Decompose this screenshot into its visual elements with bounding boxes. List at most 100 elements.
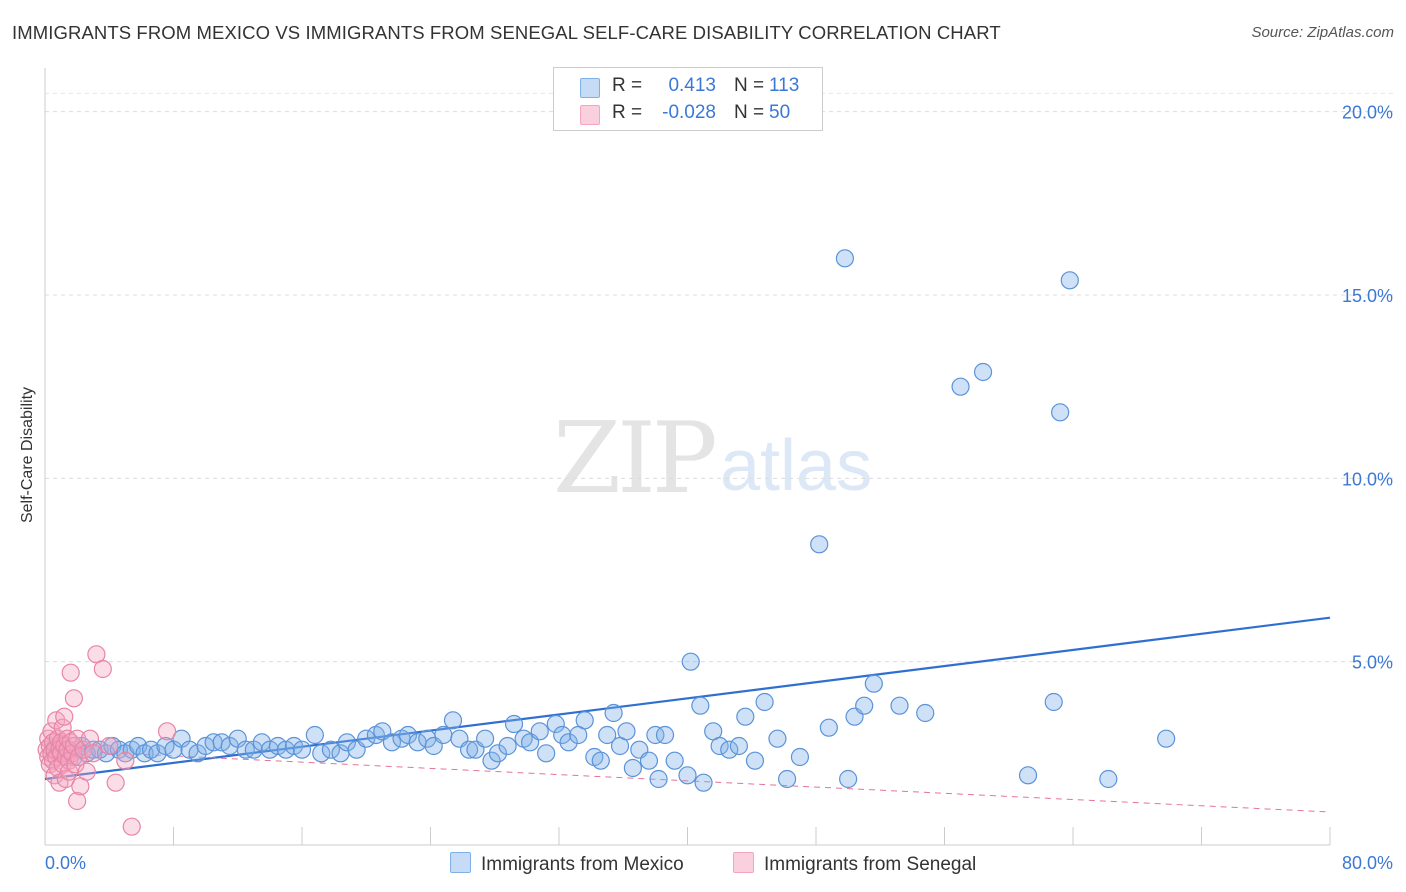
point-mexico bbox=[337, 733, 357, 752]
point-mexico bbox=[357, 729, 376, 748]
point-mexico bbox=[691, 696, 710, 715]
point-mexico bbox=[553, 725, 572, 745]
legend-r-label: R = bbox=[612, 75, 643, 96]
point-senegal bbox=[122, 817, 141, 836]
point-senegal bbox=[100, 736, 119, 756]
point-mexico bbox=[819, 718, 838, 737]
source-credit[interactable]: Source: ZipAtlas.com bbox=[1251, 24, 1394, 41]
series-swatch-mexico bbox=[450, 852, 471, 873]
legend-r-value-mexico: 0.413 bbox=[668, 75, 716, 96]
point-senegal bbox=[68, 729, 87, 748]
point-mexico bbox=[292, 740, 312, 759]
chart-title: IMMIGRANTS FROM MEXICO VS IMMIGRANTS FRO… bbox=[12, 22, 1001, 43]
point-mexico bbox=[916, 703, 935, 723]
point-mexico bbox=[1099, 769, 1118, 789]
point-mexico bbox=[459, 740, 479, 759]
point-mexico bbox=[623, 758, 642, 778]
trend-lines bbox=[44, 616, 1331, 813]
point-mexico bbox=[598, 725, 617, 745]
data-points bbox=[37, 249, 1176, 836]
point-mexico bbox=[951, 377, 970, 396]
point-senegal bbox=[64, 689, 84, 708]
legend-r-value-senegal: -0.028 bbox=[662, 102, 716, 123]
point-senegal bbox=[80, 729, 100, 748]
correlation-legend: R = 0.413 N = 113 R = -0.028 N = 50 bbox=[553, 67, 823, 131]
point-mexico bbox=[810, 535, 829, 554]
point-mexico bbox=[498, 736, 517, 756]
watermark-zip: ZIP bbox=[553, 402, 718, 516]
point-mexico bbox=[1044, 692, 1063, 712]
point-mexico bbox=[665, 751, 684, 770]
point-senegal bbox=[77, 762, 96, 781]
point-senegal bbox=[84, 744, 103, 763]
watermark-atlas: atlas bbox=[720, 426, 873, 506]
trendline-mexico bbox=[44, 616, 1331, 781]
point-mexico bbox=[790, 747, 810, 767]
point-mexico bbox=[1060, 271, 1079, 290]
point-senegal bbox=[93, 659, 112, 679]
series-legend-senegal[interactable]: Immigrants from Senegal bbox=[733, 852, 976, 876]
point-mexico bbox=[768, 729, 787, 748]
point-mexico bbox=[745, 751, 765, 770]
point-senegal bbox=[61, 663, 80, 682]
point-mexico bbox=[710, 736, 729, 756]
point-senegal bbox=[59, 762, 79, 781]
point-mexico bbox=[694, 773, 713, 792]
y-tick-label: 15.0% bbox=[1342, 286, 1393, 306]
point-mexico bbox=[591, 751, 610, 770]
point-mexico bbox=[1018, 766, 1038, 785]
point-mexico bbox=[646, 725, 665, 745]
point-mexico bbox=[855, 696, 874, 715]
series-legend-mexico[interactable]: Immigrants from Mexico bbox=[450, 852, 684, 876]
point-mexico bbox=[575, 711, 594, 730]
point-mexico bbox=[736, 707, 755, 726]
point-mexico bbox=[504, 714, 524, 734]
point-mexico bbox=[655, 725, 675, 745]
point-mexico bbox=[1051, 403, 1070, 422]
point-mexico bbox=[312, 744, 331, 763]
point-mexico bbox=[755, 692, 774, 712]
legend-r-label: R = bbox=[612, 102, 643, 123]
trendline-senegal bbox=[44, 749, 1331, 813]
point-mexico bbox=[305, 725, 324, 745]
point-mexico bbox=[617, 722, 636, 741]
point-senegal bbox=[68, 791, 87, 811]
point-mexico bbox=[537, 744, 556, 763]
point-mexico bbox=[839, 769, 858, 789]
point-senegal bbox=[106, 773, 125, 792]
point-mexico bbox=[382, 733, 402, 752]
point-senegal bbox=[116, 751, 135, 770]
point-mexico bbox=[434, 725, 453, 745]
point-mexico bbox=[973, 362, 993, 382]
point-senegal bbox=[157, 722, 177, 741]
y-tick-label: 10.0% bbox=[1342, 469, 1393, 489]
axes bbox=[44, 68, 1331, 846]
point-senegal bbox=[74, 740, 93, 759]
legend-n-value-senegal: 50 bbox=[769, 102, 791, 123]
point-mexico bbox=[777, 769, 797, 789]
point-mexico bbox=[398, 725, 418, 745]
point-mexico bbox=[604, 703, 623, 723]
x-tick-label-min: 0.0% bbox=[45, 853, 86, 873]
point-mexico bbox=[1157, 729, 1176, 748]
point-mexico bbox=[681, 652, 700, 671]
point-mexico bbox=[649, 769, 668, 789]
legend-n-value-mexico: 113 bbox=[769, 75, 800, 96]
point-mexico bbox=[720, 740, 739, 759]
x-tick-label-max: 80.0% bbox=[1342, 853, 1393, 873]
point-senegal bbox=[55, 707, 74, 726]
point-mexico bbox=[729, 736, 749, 756]
series-swatch-senegal bbox=[733, 852, 754, 873]
point-mexico bbox=[488, 744, 508, 763]
legend-swatch-senegal bbox=[580, 105, 600, 125]
point-mexico bbox=[546, 714, 565, 734]
point-mexico bbox=[890, 696, 909, 715]
point-mexico bbox=[559, 733, 578, 752]
legend-row-senegal: R = -0.028 N = 50 bbox=[554, 100, 822, 128]
point-mexico bbox=[530, 722, 549, 741]
gridlines bbox=[45, 92, 1395, 663]
legend-n-label: N = bbox=[734, 75, 765, 96]
point-mexico bbox=[482, 751, 501, 770]
point-mexico bbox=[835, 249, 855, 268]
